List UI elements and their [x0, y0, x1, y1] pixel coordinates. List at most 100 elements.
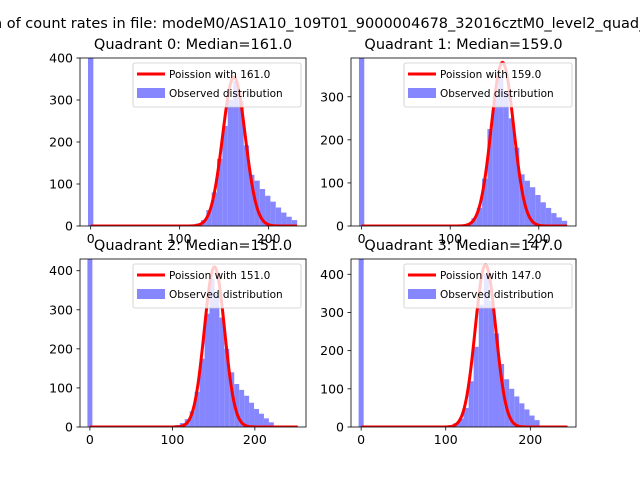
observed-bar — [529, 187, 536, 226]
observed-bar — [206, 210, 212, 226]
observed-bar — [529, 415, 535, 427]
observed-bar — [254, 409, 259, 427]
observed-bar — [214, 294, 220, 427]
y-tick-label: 400 — [320, 267, 344, 282]
observed-bar — [473, 346, 479, 427]
observed-bar — [551, 213, 557, 226]
observed-bar — [229, 372, 235, 427]
observed-bar — [222, 126, 228, 226]
x-tick-label: 100 — [434, 432, 458, 447]
observed-bar — [482, 178, 488, 226]
y-tick-label: 100 — [49, 380, 73, 395]
observed-bar — [209, 278, 215, 427]
quadrant-3-title: Quadrant 3: Median=147.0 — [364, 238, 562, 254]
legend-observed-label: Observed distribution — [440, 289, 554, 301]
y-tick-label: 400 — [49, 263, 73, 278]
y-tick-label: 400 — [49, 51, 73, 66]
quadrant-1-panel: Quadrant 1: Median=159.0 0 100 200 0 100 200 30… — [320, 37, 577, 246]
y-tick-label: 300 — [320, 89, 344, 104]
x-tick-label: 200 — [243, 432, 267, 447]
observed-bar — [265, 195, 271, 226]
poisson-curve — [361, 60, 568, 226]
observed-bar — [471, 218, 477, 226]
observed-bar — [508, 118, 514, 226]
observed-bar — [263, 418, 269, 427]
zero-count-bar — [88, 58, 94, 226]
y-tick-label: 300 — [49, 93, 73, 108]
plot-area — [88, 58, 298, 226]
legend-box — [403, 263, 573, 309]
observed-bar — [204, 313, 210, 427]
y-tick-label: 0 — [336, 219, 344, 234]
plot-area — [358, 58, 568, 226]
x-tick-label: 200 — [518, 432, 542, 447]
y-tick-label: 200 — [320, 343, 344, 358]
observed-bar — [503, 91, 509, 226]
observed-bar — [234, 384, 240, 427]
observed-bar — [535, 194, 541, 226]
observed-bar — [556, 217, 562, 226]
observed-bar — [217, 158, 223, 226]
legend-observed-swatch — [137, 289, 165, 299]
observed-bar — [478, 304, 484, 427]
y-tick-label: 0 — [65, 219, 73, 234]
legend-observed-label: Observed distribution — [169, 289, 283, 301]
observed-bar — [249, 402, 255, 427]
legend-poisson-label: Poission with 147.0 — [440, 270, 541, 282]
quadrant-0-panel: Quadrant 0: Median=161.0 0 100 200 0 100 200 30… — [49, 37, 307, 246]
observed-bar — [281, 212, 287, 226]
observed-bar — [499, 364, 505, 427]
figure-title: Histogram of count rates in file: modeM0… — [0, 16, 640, 32]
legend-poisson-label: Poission with 151.0 — [169, 270, 270, 282]
observed-bar — [224, 348, 230, 427]
observed-bar — [243, 145, 250, 226]
y-tick-label: 200 — [49, 135, 73, 150]
y-tick-label: 200 — [49, 341, 73, 356]
plot-area — [87, 259, 299, 427]
observed-bar — [259, 189, 266, 226]
poisson-curve — [360, 263, 569, 427]
observed-bar — [291, 220, 298, 226]
y-tick-label: 0 — [65, 420, 73, 435]
legend-poisson-label: Poission with 161.0 — [169, 69, 270, 81]
quadrant-2-panel: Quadrant 2: Median=151.0 0 100 200 0 100 200 30… — [49, 238, 307, 447]
observed-bar — [524, 180, 530, 226]
observed-bar — [463, 407, 469, 427]
observed-bar — [468, 381, 474, 427]
y-tick-label: 300 — [49, 302, 73, 317]
x-tick-label: 100 — [160, 432, 184, 447]
observed-bar — [513, 147, 520, 226]
quadrant-2-title: Quadrant 2: Median=151.0 — [94, 238, 292, 254]
observed-bar — [268, 422, 274, 427]
y-tick-label: 200 — [320, 132, 344, 147]
quadrant-3-panel: Quadrant 3: Median=147.0 0 100 200 0 100 200 30… — [320, 238, 577, 447]
observed-bar — [519, 174, 525, 226]
observed-bar — [519, 403, 525, 427]
x-tick-label: 0 — [86, 432, 94, 447]
x-tick-label: 200 — [527, 231, 551, 246]
observed-bar — [233, 81, 239, 226]
legend-box — [403, 62, 573, 108]
plot-area — [358, 259, 569, 427]
observed-bar — [483, 274, 489, 427]
quadrant-1-title: Quadrant 1: Median=159.0 — [364, 37, 562, 53]
observed-bar — [458, 418, 464, 427]
observed-bar — [211, 192, 218, 226]
axes-frame — [350, 258, 577, 428]
x-tick-label: 100 — [168, 231, 192, 246]
observed-bar — [524, 409, 530, 427]
subplot-grid: Quadrant 0: Median=161.0 0 100 200 0 100 200 30… — [49, 37, 577, 447]
legend-observed-label: Observed distribution — [169, 88, 283, 100]
y-tick-label: 100 — [320, 175, 344, 190]
observed-bar — [199, 358, 205, 427]
x-tick-label: 100 — [438, 231, 462, 246]
legend-poisson-label: Poission with 159.0 — [440, 69, 541, 81]
zero-count-bar — [358, 58, 365, 226]
legend-observed-swatch — [408, 289, 436, 299]
observed-bar — [498, 75, 504, 226]
observed-bar — [275, 207, 282, 226]
observed-bar — [189, 411, 195, 427]
observed-bar — [534, 420, 540, 427]
observed-bar — [258, 413, 264, 427]
legend-observed-swatch — [137, 88, 165, 98]
